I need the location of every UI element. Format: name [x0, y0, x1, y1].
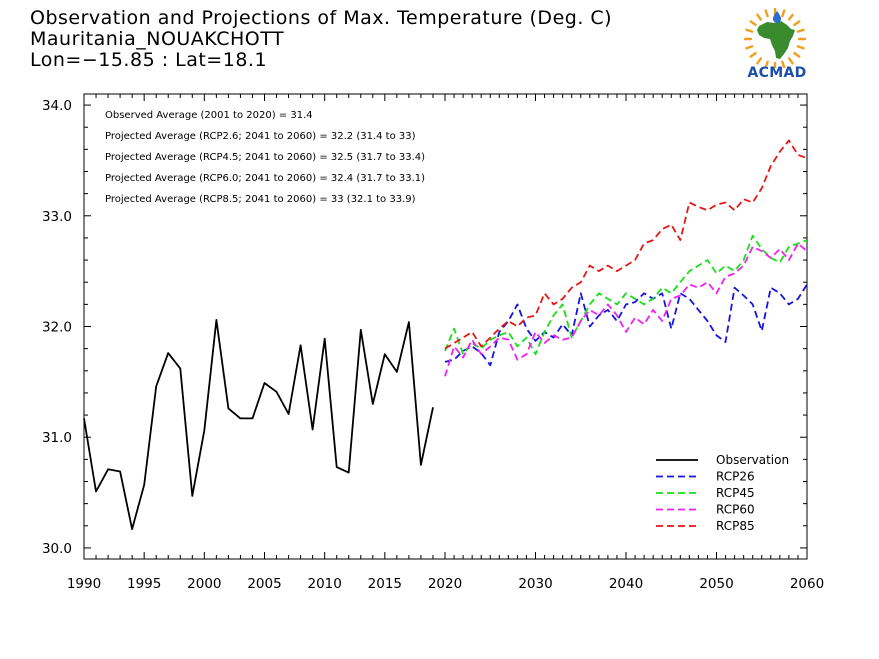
logo-ray — [787, 13, 794, 21]
legend-label: RCP45 — [716, 486, 755, 500]
series-line-rcp45 — [444, 234, 808, 356]
logo-text: ACMAD — [747, 65, 807, 81]
logo-ray — [749, 51, 757, 58]
stats-annotation: Projected Average (RCP4.5; 2041 to 2060)… — [105, 152, 425, 163]
stats-annotations: Observed Average (2001 to 2020) = 31.4 Pr… — [105, 110, 425, 205]
series-line-rcp26 — [444, 283, 808, 367]
logo-ray — [764, 60, 769, 69]
axes: 1990 1995 2000 2005 2010 2015 2020 2030 2040 2050… — [42, 94, 824, 592]
y-tick-label: 33.0 — [42, 209, 72, 225]
x-tick-label: 2005 — [247, 576, 281, 592]
x-tick-label: 1990 — [67, 576, 101, 592]
stats-annotation: Projected Average (RCP8.5; 2041 to 2060)… — [105, 194, 416, 205]
logo-ray — [756, 57, 763, 65]
legend-label: Observation — [716, 453, 789, 467]
logo-ray — [745, 28, 754, 33]
y-tick-label: 34.0 — [42, 98, 72, 114]
x-tick-label: 2010 — [307, 576, 341, 592]
logo-ray — [756, 13, 763, 21]
africa-map-icon — [743, 7, 807, 71]
logo-ray — [781, 60, 786, 69]
x-tick-label: 2020 — [428, 576, 462, 592]
legend-label: RCP85 — [716, 519, 755, 533]
x-tick-label: 2030 — [518, 576, 552, 592]
series-lines — [83, 139, 808, 530]
title-block: Observation and Projections of Max. Temp… — [30, 8, 612, 71]
x-tick-label: 2015 — [368, 576, 402, 592]
station-coordinates: Lon=−15.85 : Lat=18.1 — [30, 49, 268, 71]
y-tick-label: 30.0 — [42, 541, 72, 557]
y-tick-label: 31.0 — [42, 430, 72, 446]
logo-ray — [764, 9, 769, 18]
series-line-rcp85 — [444, 139, 808, 350]
legend-label: RCP26 — [716, 470, 755, 484]
legend-label: RCP60 — [716, 503, 755, 517]
x-tick-label: 1995 — [127, 576, 161, 592]
station-name: Mauritania_NOUAKCHOTT — [30, 28, 285, 50]
chart-title: Observation and Projections of Max. Temp… — [30, 7, 613, 29]
logo-ray — [793, 20, 801, 27]
x-tick-label: 2060 — [790, 576, 824, 592]
logo-ray — [796, 45, 805, 50]
acmad-logo: ACMAD — [737, 7, 817, 84]
x-tick-label: 2050 — [699, 576, 733, 592]
logo-ray — [749, 20, 757, 27]
stats-annotation: Observed Average (2001 to 2020) = 31.4 — [105, 110, 313, 121]
logo-ray — [781, 9, 786, 18]
logo-ray — [793, 51, 801, 58]
logo-ray — [787, 57, 794, 65]
x-tick-label: 2040 — [609, 576, 643, 592]
x-tick-label: 2000 — [187, 576, 221, 592]
logo-ray — [796, 28, 805, 33]
stats-annotation: Projected Average (RCP6.0; 2041 to 2060)… — [105, 173, 425, 184]
series-line-rcp60 — [444, 242, 808, 377]
logo-ray — [745, 45, 754, 50]
stats-annotation: Projected Average (RCP2.6; 2041 to 2060)… — [105, 131, 416, 142]
y-tick-label: 32.0 — [42, 320, 72, 336]
legend: Observation RCP26 RCP45 RCP60 RCP85 — [656, 453, 789, 533]
series-line-observation — [83, 318, 434, 530]
